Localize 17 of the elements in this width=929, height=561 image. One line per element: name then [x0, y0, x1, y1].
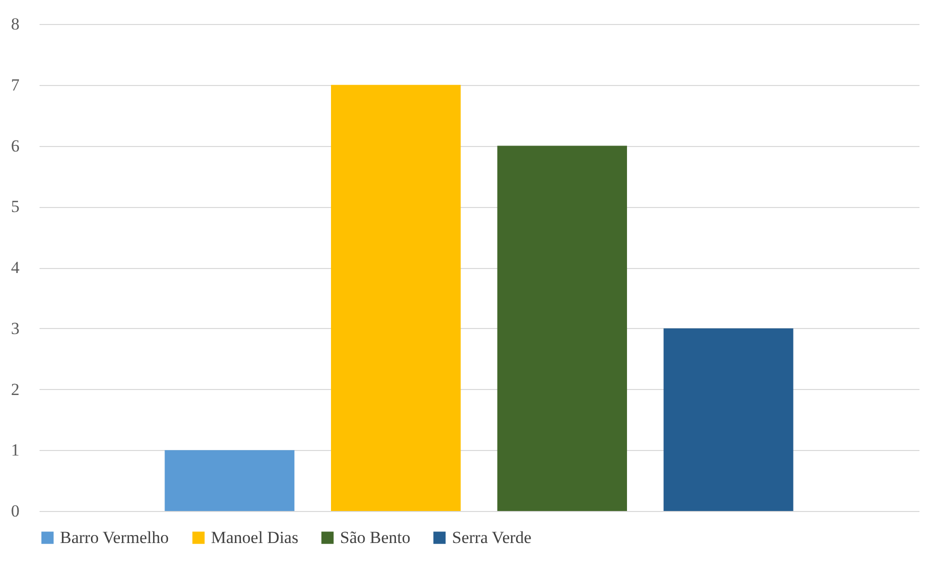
- y-tick-label: 7: [11, 75, 20, 94]
- legend-label: Manoel Dias: [211, 528, 298, 547]
- y-tick-label: 2: [11, 380, 20, 399]
- y-tick-label: 6: [11, 136, 20, 156]
- bar: [331, 84, 461, 511]
- legend-label: Barro Vermelho: [60, 528, 169, 547]
- bar: [497, 146, 627, 511]
- legend-label: Serra Verde: [452, 528, 532, 547]
- y-tick-label: 8: [11, 14, 20, 34]
- y-tick-label: 1: [11, 440, 20, 460]
- y-tick-label: 0: [11, 502, 20, 520]
- y-tick-label: 4: [11, 258, 20, 277]
- y-tick-label: 3: [11, 318, 20, 338]
- legend-label: São Bento: [340, 528, 410, 547]
- y-tick-label: 5: [11, 197, 20, 216]
- bar: [664, 328, 794, 511]
- bar: [164, 450, 294, 511]
